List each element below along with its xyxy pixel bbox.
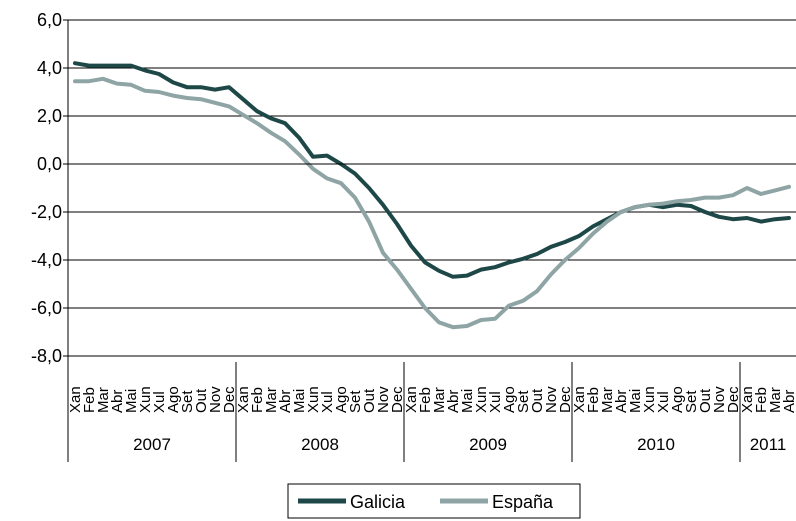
legend: Galicia España xyxy=(287,483,581,519)
x-tick-label-month: Set xyxy=(347,390,364,413)
x-tick-label-month: Nov xyxy=(207,386,224,413)
x-tick-label-month: Ago xyxy=(333,386,350,413)
x-tick-label-month: Mai xyxy=(291,389,308,413)
x-tick-label-year: 2011 xyxy=(750,435,787,454)
x-tick-label-month: Abr xyxy=(445,390,462,413)
x-tick-label-month: Feb xyxy=(249,387,266,413)
x-tick-label-month: Ago xyxy=(501,386,518,413)
x-tick-label-month: Xun xyxy=(641,386,658,413)
x-tick-label-month: Mai xyxy=(627,389,644,413)
x-tick-label-year: 2010 xyxy=(637,435,675,454)
series-line-espa-a xyxy=(73,76,791,330)
x-tick-label-month: Mai xyxy=(459,389,476,413)
x-tick-label-month: Ago xyxy=(165,386,182,413)
x-tick-label-month: Out xyxy=(697,388,714,413)
x-tick-label-month: Nov xyxy=(375,386,392,413)
x-tick-label-month: Mar xyxy=(599,387,616,413)
x-tick-label-month: Mai xyxy=(123,389,140,413)
x-tick-label-month: Xul xyxy=(487,391,504,413)
x-tick-label-month: Abr xyxy=(109,390,126,413)
legend-label: Galicia xyxy=(350,492,406,512)
x-tick-label-month: Feb xyxy=(81,387,98,413)
x-tick-label-month: Nov xyxy=(543,386,560,413)
x-tick-label-year: 2007 xyxy=(133,435,171,454)
x-tick-label-month: Feb xyxy=(753,387,770,413)
x-tick-label-month: Xan xyxy=(235,386,252,413)
y-tick-label: -4,0 xyxy=(31,250,62,270)
x-tick-label-month: Xan xyxy=(67,386,84,413)
x-tick-label-month: Ago xyxy=(669,386,686,413)
x-tick-label-month: Abr xyxy=(781,390,796,413)
legend-label: España xyxy=(492,492,554,512)
x-axis-year-labels: 2007 2008 2009 2010 2011 xyxy=(133,362,786,462)
y-tick-label: 2,0 xyxy=(37,106,62,126)
x-tick-label-month: Xul xyxy=(151,391,168,413)
x-tick-label-month: Feb xyxy=(417,387,434,413)
x-tick-label-month: Dec xyxy=(557,386,574,413)
y-tick-label: 0,0 xyxy=(37,154,62,174)
x-tick-label-month: Xun xyxy=(305,386,322,413)
y-tick-label: 4,0 xyxy=(37,58,62,78)
x-tick-label-month: Xun xyxy=(137,386,154,413)
x-tick-label-month: Mar xyxy=(95,387,112,413)
axes xyxy=(63,19,796,462)
y-tick-label: -2,0 xyxy=(31,202,62,222)
x-axis-month-labels: XanFebMarAbrMaiXunXulAgoSetOutNovDecXanF… xyxy=(67,386,796,413)
y-axis-tick-labels: 6,0 4,0 2,0 0,0 -2,0 -4,0 -6,0 -8,0 xyxy=(31,10,62,366)
x-tick-label-month: Out xyxy=(529,388,546,413)
x-tick-label-month: Xul xyxy=(655,391,672,413)
y-tick-label: -6,0 xyxy=(31,298,62,318)
x-tick-label-month: Mar xyxy=(263,387,280,413)
x-tick-label-month: Xan xyxy=(571,386,588,413)
y-tick-label: 6,0 xyxy=(37,10,62,30)
x-tick-label-month: Mar xyxy=(431,387,448,413)
x-tick-label-month: Out xyxy=(361,388,378,413)
x-tick-label-month: Dec xyxy=(725,386,742,413)
x-tick-label-month: Set xyxy=(179,390,196,413)
x-tick-label-year: 2008 xyxy=(301,435,339,454)
x-tick-label-month: Xan xyxy=(403,386,420,413)
x-tick-label-month: Nov xyxy=(711,386,728,413)
x-tick-label-month: Feb xyxy=(585,387,602,413)
y-tick-label: -8,0 xyxy=(31,346,62,366)
x-tick-label-month: Abr xyxy=(613,390,630,413)
series-line-galicia xyxy=(73,61,791,279)
x-tick-label-month: Dec xyxy=(221,386,238,413)
gridlines xyxy=(68,19,796,357)
x-tick-label-month: Out xyxy=(193,388,210,413)
series-lines xyxy=(73,61,791,330)
x-tick-label-month: Xun xyxy=(473,386,490,413)
x-tick-label-month: Set xyxy=(515,390,532,413)
x-tick-label-year: 2009 xyxy=(469,435,507,454)
x-tick-label-month: Xul xyxy=(319,391,336,413)
x-tick-label-month: Xan xyxy=(739,386,756,413)
x-tick-label-month: Set xyxy=(683,390,700,413)
x-tick-label-month: Mar xyxy=(767,387,784,413)
x-tick-label-month: Dec xyxy=(389,386,406,413)
x-tick-label-month: Abr xyxy=(277,390,294,413)
